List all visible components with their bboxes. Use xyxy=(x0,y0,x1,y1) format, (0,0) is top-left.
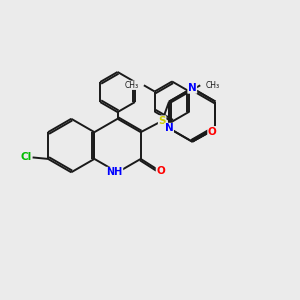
Text: N: N xyxy=(188,83,197,93)
Text: O: O xyxy=(156,166,165,176)
Text: CH₃: CH₃ xyxy=(124,81,139,90)
Text: Cl: Cl xyxy=(20,152,32,162)
Text: N: N xyxy=(165,123,173,133)
Text: O: O xyxy=(208,127,217,136)
Text: CH₃: CH₃ xyxy=(206,81,220,90)
Text: S: S xyxy=(158,116,166,126)
Text: NH: NH xyxy=(106,167,123,177)
